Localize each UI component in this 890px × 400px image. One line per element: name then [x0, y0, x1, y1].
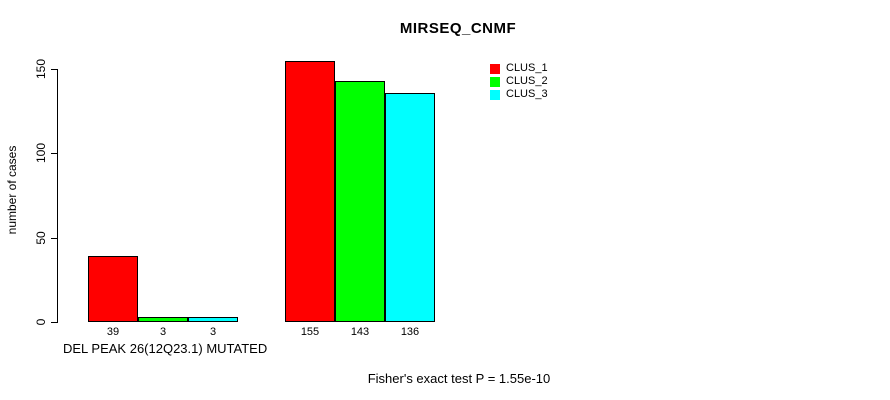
y-axis-label: number of cases — [5, 145, 19, 235]
y-tick — [51, 153, 58, 155]
legend-swatch-clus_3 — [490, 89, 500, 100]
legend-swatch-clus_2 — [490, 76, 500, 87]
bar-value-label: 3 — [159, 326, 167, 338]
legend-swatch-clus_1 — [490, 63, 500, 74]
bar-clus_3-group1 — [188, 316, 238, 322]
legend-item: CLUS_1 — [490, 62, 548, 75]
bar-clus_2-group2 — [335, 80, 385, 322]
bar-value-label: 136 — [400, 326, 420, 338]
legend-item: CLUS_3 — [490, 88, 548, 101]
y-axis-line — [57, 69, 58, 323]
y-tick — [51, 69, 58, 70]
y-tick-label: 50 — [34, 230, 48, 245]
bar-value-label: 143 — [350, 326, 370, 338]
legend-label: CLUS_1 — [506, 62, 548, 74]
bar-value-label: 3 — [209, 326, 217, 338]
bar-value-label: 39 — [106, 326, 120, 338]
y-tick-label: 150 — [34, 58, 48, 80]
y-tick-label: 0 — [34, 318, 48, 326]
bar-clus_1-group1 — [88, 256, 138, 322]
bar-clus_1-group2 — [285, 60, 335, 322]
legend-label: CLUS_3 — [506, 88, 548, 100]
bar-value-label: 155 — [300, 326, 320, 338]
legend-label: CLUS_2 — [506, 75, 548, 87]
legend-item: CLUS_2 — [490, 75, 548, 88]
y-tick — [51, 237, 58, 239]
legend: CLUS_1 CLUS_2 CLUS_3 — [490, 62, 548, 101]
annotation-text: Fisher's exact test P = 1.55e-10 — [367, 371, 551, 386]
y-tick — [51, 322, 58, 323]
chart-title: MIRSEQ_CNMF — [399, 20, 517, 37]
bar-clus_2-group1 — [138, 316, 188, 322]
y-tick-label: 100 — [34, 143, 48, 164]
bar-clus_3-group2 — [385, 92, 435, 322]
x-axis-label: DEL PEAK 26(12Q23.1) MUTATED — [63, 341, 268, 356]
